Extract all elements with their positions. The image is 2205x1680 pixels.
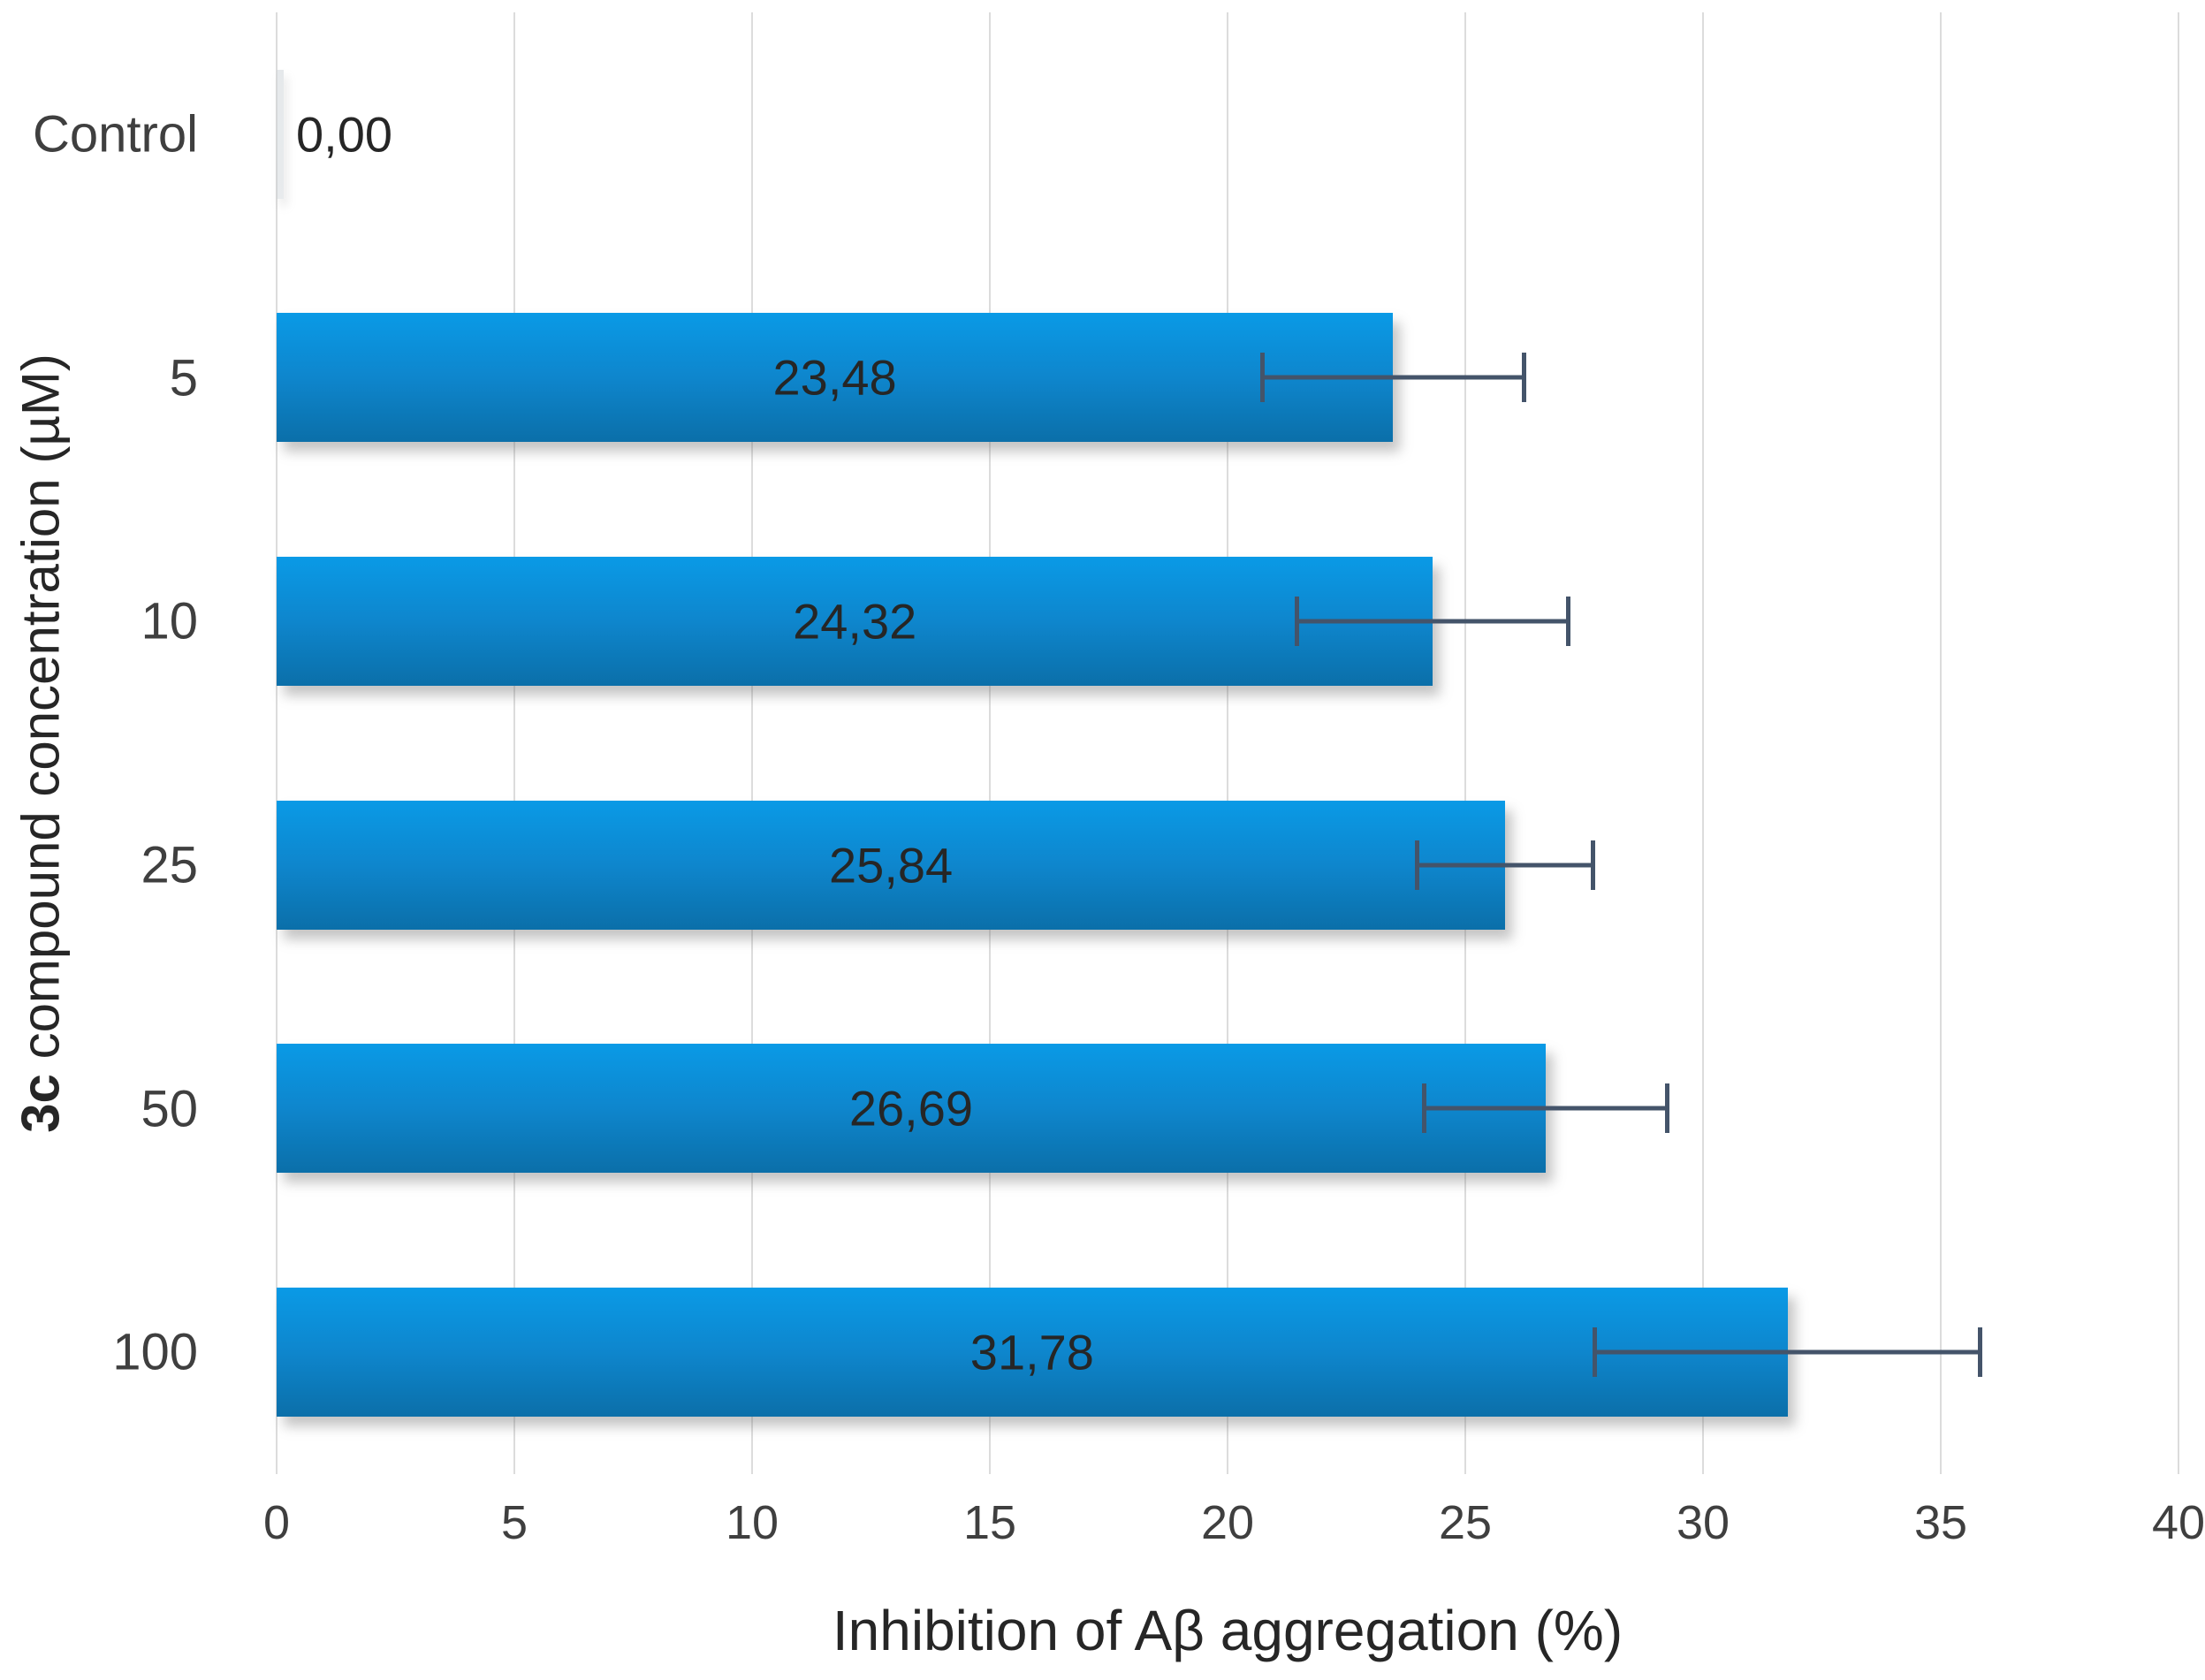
- error-bar-line: [1259, 375, 1526, 380]
- error-bar-left-cap: [1422, 1083, 1427, 1134]
- gridline-x-40: [2178, 12, 2179, 1474]
- bar: [277, 69, 284, 199]
- category-axis: Control 5 10 25 50 100: [0, 12, 240, 1474]
- bar-row: 25,84: [277, 743, 2178, 987]
- bar: [277, 1044, 1546, 1174]
- error-bar: [1593, 1327, 1983, 1378]
- x-axis-tick-labels: 0 5 10 15 20 25 30 35 40: [263, 1495, 2205, 1557]
- error-bar-right-cap: [1664, 1083, 1669, 1134]
- x-tick-label: 5: [500, 1496, 528, 1549]
- x-tick-label: 15: [962, 1496, 1017, 1549]
- gridline-x-35: [1940, 12, 1942, 1474]
- bar-row: 26,69: [277, 987, 2178, 1231]
- category-label: 50: [141, 1080, 198, 1137]
- x-tick-label: 30: [1676, 1496, 1730, 1549]
- bar: [277, 1288, 1788, 1418]
- gridline-x-20: [1227, 12, 1228, 1474]
- category-label: 25: [141, 836, 198, 894]
- bar-row: 24,32: [277, 499, 2178, 743]
- error-bar-line: [1295, 619, 1571, 624]
- x-tick-label: 40: [2151, 1496, 2205, 1549]
- error-bar-right-cap: [1521, 353, 1526, 403]
- error-bar-line: [1414, 863, 1596, 868]
- error-bar: [1414, 840, 1596, 890]
- x-tick-label: 0: [262, 1496, 291, 1549]
- error-bar-line: [1422, 1106, 1669, 1111]
- bar-row: 0,00: [277, 12, 2178, 256]
- error-bar-left-cap: [1414, 840, 1419, 890]
- error-bar: [1422, 1083, 1669, 1134]
- bar-value-label: 31,78: [969, 1324, 1094, 1380]
- bar-value-label: 24,32: [793, 593, 917, 650]
- error-bar: [1295, 597, 1571, 647]
- error-bar-left-cap: [1295, 597, 1300, 647]
- bar-row: 23,48: [277, 256, 2178, 500]
- bar: [277, 800, 1506, 930]
- gridline-x-0: [276, 12, 278, 1474]
- error-bar-left-cap: [1259, 353, 1265, 403]
- error-bar-right-cap: [1591, 840, 1596, 890]
- bar: [277, 557, 1433, 687]
- error-bar-left-cap: [1593, 1327, 1598, 1378]
- gridline-x-15: [989, 12, 991, 1474]
- x-tick-label: 35: [1913, 1496, 1968, 1549]
- category-label: 5: [169, 349, 198, 407]
- error-bar: [1259, 353, 1526, 403]
- x-tick-label: 20: [1200, 1496, 1255, 1549]
- x-tick-label: 10: [725, 1496, 779, 1549]
- gridline-x-10: [751, 12, 753, 1474]
- x-tick-label: 25: [1438, 1496, 1493, 1549]
- bar-value-label: 0,00: [296, 106, 392, 163]
- error-bar-right-cap: [1566, 597, 1571, 647]
- bar-value-label: 26,69: [848, 1080, 974, 1136]
- category-label: 10: [141, 592, 198, 650]
- plot-area: 0,00 23,48 24,32 25,84 26,69 31,78: [276, 12, 2179, 1474]
- gridline-x-30: [1702, 12, 1704, 1474]
- error-bar-right-cap: [1978, 1327, 1983, 1378]
- bar-value-label: 23,48: [772, 349, 897, 406]
- category-label: 100: [112, 1323, 198, 1381]
- bar: [277, 313, 1394, 443]
- bar-row: 31,78: [277, 1230, 2178, 1474]
- x-axis-title: Inhibition of Aβ aggregation (%): [832, 1599, 1623, 1662]
- category-label: Control: [33, 105, 198, 163]
- bar-value-label: 25,84: [829, 837, 954, 893]
- gridline-x-5: [513, 12, 515, 1474]
- error-bar-line: [1593, 1349, 1983, 1355]
- gridline-x-25: [1464, 12, 1466, 1474]
